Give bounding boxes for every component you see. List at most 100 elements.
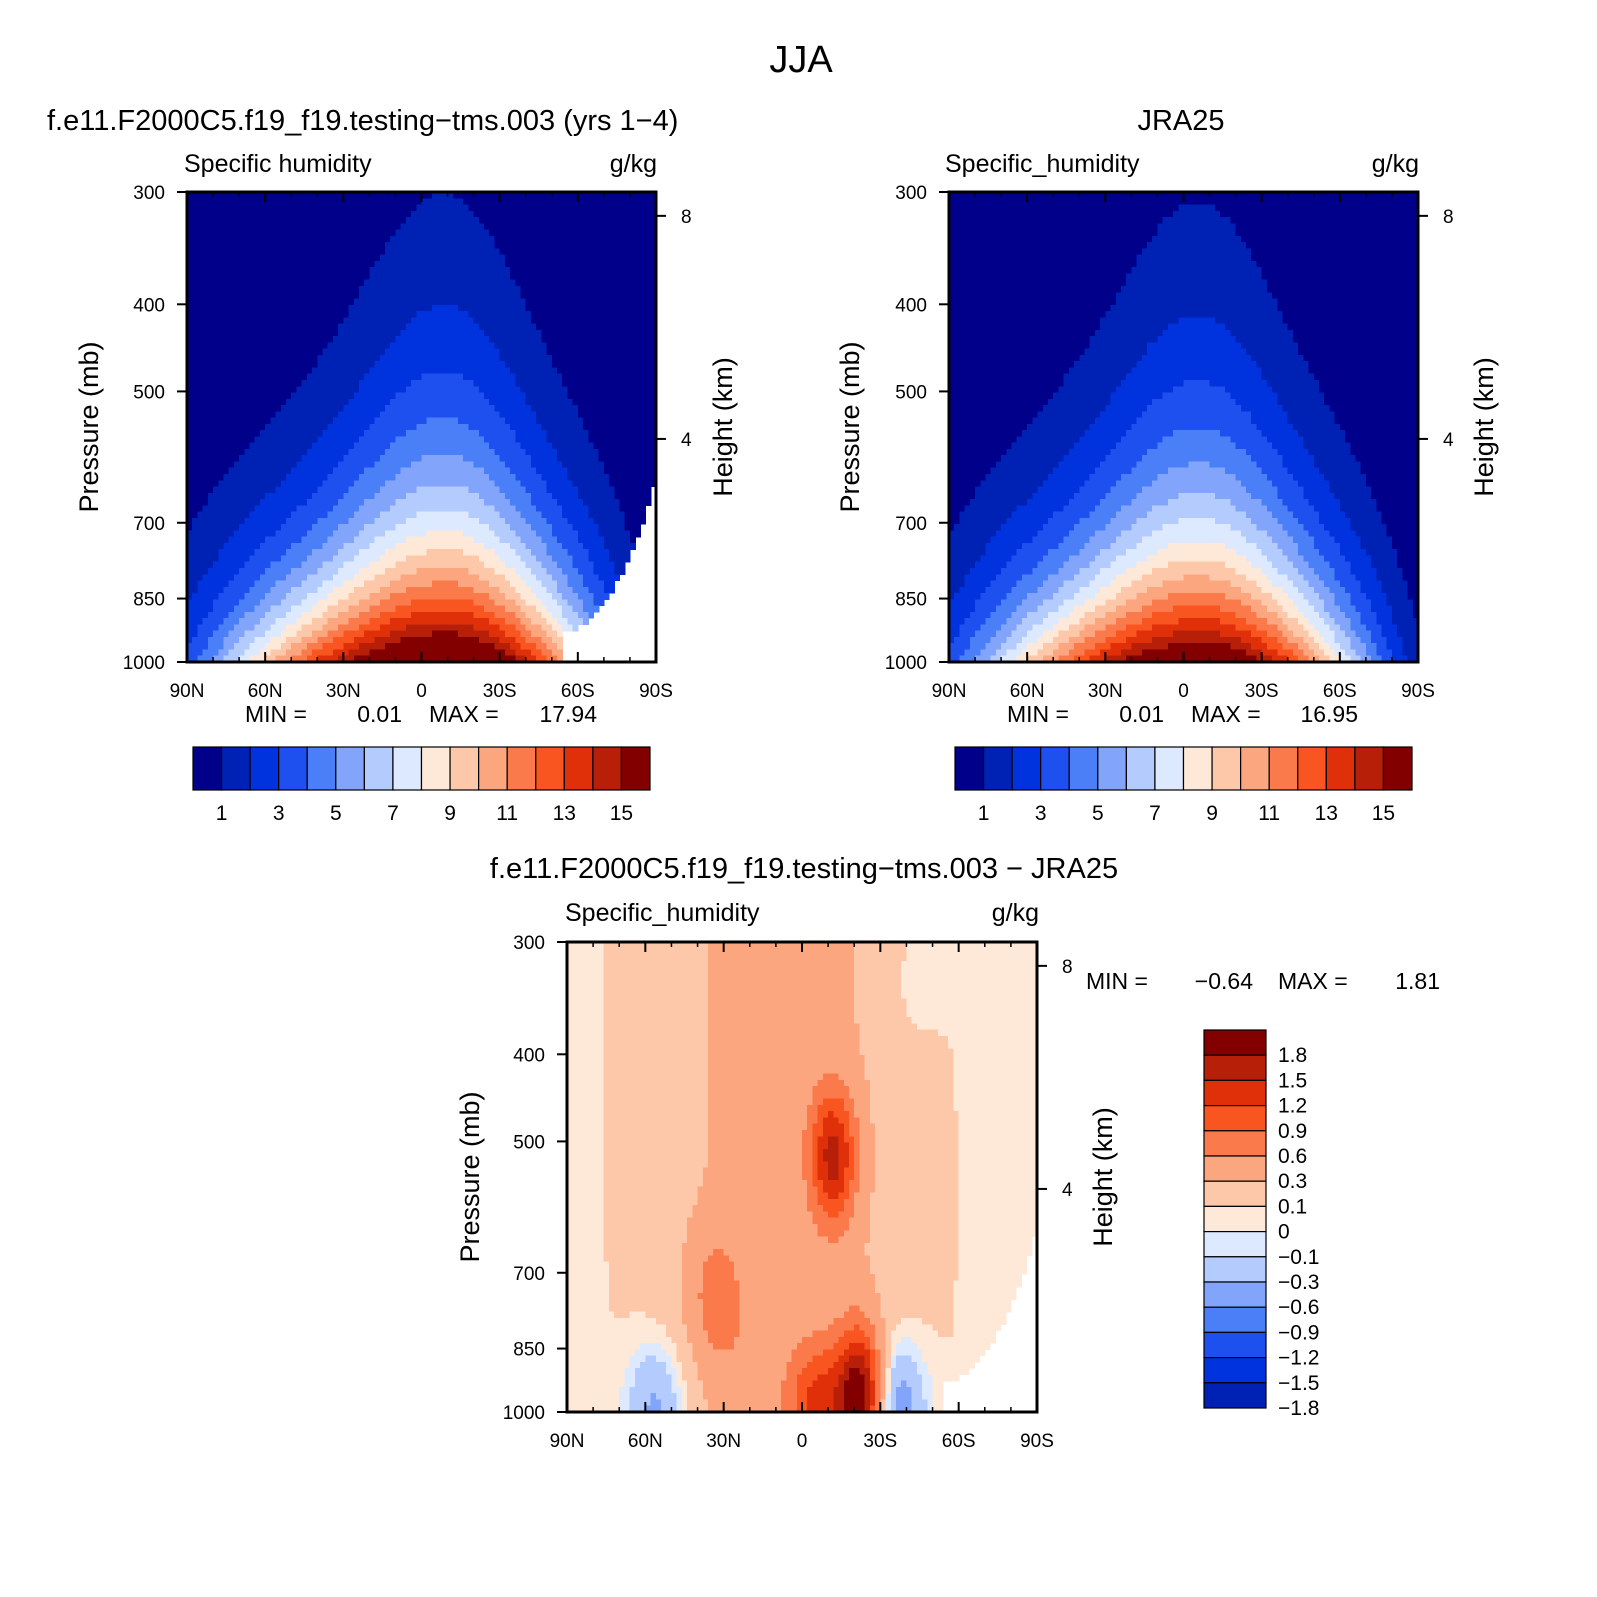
contour-cell [567, 1386, 620, 1394]
contour-cell [541, 624, 553, 632]
contour-cell [322, 624, 339, 632]
contour-cell [681, 1318, 704, 1325]
contour-cell [692, 1211, 814, 1219]
contour-cell [875, 1123, 960, 1131]
contour-cell [734, 1261, 871, 1269]
contour-cell [1152, 530, 1242, 538]
contour-cell [1287, 411, 1336, 419]
contour-cell [1277, 568, 1299, 575]
contour-cell [510, 467, 537, 475]
contour-cell [536, 655, 548, 662]
contour-cell [843, 1349, 871, 1357]
contour-cell [896, 1355, 913, 1363]
contour-cell [588, 430, 656, 437]
contour-cell [949, 248, 1143, 256]
contour-cell [520, 618, 532, 625]
contour-cell [624, 524, 641, 531]
contour-cell [1381, 586, 1409, 594]
colorbar-swatch [306, 746, 337, 791]
contour-cell [504, 630, 522, 638]
contour-cell [390, 593, 490, 600]
contour-cell [546, 549, 569, 557]
contour-cell [1256, 524, 1284, 531]
contour-cell [980, 624, 1002, 632]
contour-cell [567, 1130, 605, 1137]
contour-cell [859, 1167, 876, 1175]
contour-cell [1251, 411, 1289, 419]
contour-cell [708, 1042, 861, 1050]
contour-cell [1235, 505, 1268, 513]
contour-cell [374, 636, 402, 644]
contour-cell [864, 1073, 955, 1081]
contour-cell [379, 254, 506, 262]
contour-cell [1365, 643, 1377, 651]
contour-cell [1157, 336, 1237, 343]
colorbar-swatch [1203, 1104, 1267, 1132]
contour-cell [603, 1205, 693, 1213]
contour-cell [1032, 536, 1065, 544]
contour-cell [567, 1092, 605, 1100]
contour-cell [567, 599, 584, 607]
contour-cell [312, 524, 339, 531]
contour-cell [1261, 568, 1278, 575]
contour-cell [1016, 580, 1044, 588]
contour-cell [395, 561, 485, 569]
contour-cell [358, 474, 397, 481]
contour-cell [1100, 323, 1169, 331]
contour-cell [890, 1399, 897, 1407]
contour-cell [1266, 630, 1284, 638]
contour-cell [187, 599, 214, 607]
contour-cell [473, 317, 532, 325]
contour-cell [995, 649, 1007, 657]
contour-cell [854, 992, 902, 999]
contour-cell [187, 448, 245, 456]
colorbar-label: 13 [1315, 802, 1338, 825]
colorbar-swatch [1240, 746, 1270, 791]
contour-cell [708, 1399, 782, 1407]
contour-cell [901, 992, 1037, 999]
contour-cell [1094, 467, 1132, 475]
contour-cell [1272, 480, 1299, 488]
contour-cell [849, 1186, 861, 1194]
contour-cell [1402, 574, 1418, 582]
contour-cell [1089, 474, 1122, 481]
contour-cell [922, 1380, 934, 1388]
contour-cell [603, 1180, 704, 1187]
contour-cell [343, 405, 386, 412]
contour-cell [556, 630, 563, 638]
y2-axis-label: Height (km) [708, 357, 738, 497]
contour-cell [843, 1180, 850, 1187]
contour-cell [1292, 630, 1310, 638]
contour-cell [949, 655, 961, 662]
contour-cell [1001, 599, 1023, 607]
contour-cell [1292, 474, 1325, 481]
contour-cell [598, 448, 656, 456]
contour-cell [1292, 423, 1341, 431]
contour-cell [395, 229, 490, 237]
contour-cell [603, 942, 709, 949]
contour-cell [1152, 480, 1242, 488]
contour-cell [301, 599, 318, 607]
contour-cell [1298, 430, 1346, 437]
contour-cell [254, 436, 318, 444]
contour-cell [1063, 373, 1127, 381]
contour-cell [530, 311, 656, 318]
contour-cell [259, 599, 282, 607]
contour-cell [187, 198, 423, 206]
contour-cell [838, 1211, 855, 1219]
contour-cell [1006, 636, 1023, 644]
contour-cell [708, 979, 855, 987]
contour-cell [1147, 342, 1242, 350]
colorbar-label: 15 [610, 802, 633, 825]
contour-cell [348, 517, 376, 525]
contour-cell [1089, 423, 1132, 431]
contour-cell [1386, 593, 1409, 600]
contour-cell [551, 555, 574, 563]
contour-cell [1094, 530, 1122, 538]
contour-cell [525, 398, 574, 406]
contour-cell [812, 1155, 819, 1162]
colorbar-swatch [335, 746, 365, 791]
contour-cell [1397, 561, 1418, 569]
contour-cell [880, 1299, 955, 1307]
contour-cell [959, 630, 976, 638]
